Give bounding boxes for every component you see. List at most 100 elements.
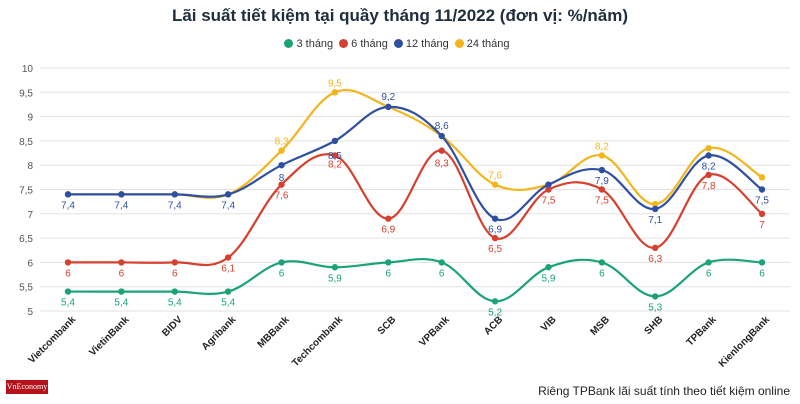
y-tick-label: 10 [22, 64, 34, 75]
data-point [705, 144, 712, 152]
data-label: 7,4 [168, 200, 182, 211]
data-label: 7,5 [755, 196, 769, 207]
data-label: 7,6 [275, 191, 289, 202]
data-label: 5,9 [542, 273, 556, 284]
data-point [652, 205, 659, 213]
data-label: 6 [65, 268, 71, 279]
data-label: 5,4 [221, 298, 235, 309]
data-label: 8 [279, 173, 285, 184]
data-label: 8,2 [595, 141, 609, 152]
data-label: 6,3 [648, 254, 662, 265]
data-point [64, 191, 72, 198]
data-point [385, 103, 392, 111]
data-label: 7,4 [114, 200, 128, 211]
label-layer: 5,4 5,4 5,4 5,4 6 5,9 6 6 5,2 5,9 6 5,3 6 6 6 6 6 6,1 7,6 8… [61, 78, 769, 318]
data-point [171, 288, 178, 295]
series-line [67, 89, 763, 206]
data-label: 7,9 [595, 176, 609, 187]
data-point [331, 89, 339, 96]
y-tick-label: 9 [27, 113, 33, 124]
data-point [331, 137, 339, 145]
data-point [491, 215, 499, 222]
data-label: 8,3 [435, 159, 449, 170]
x-tick-label: KienlongBank [717, 314, 773, 370]
data-point [224, 191, 232, 198]
data-label: 6 [172, 268, 178, 279]
data-point [758, 259, 766, 266]
vneconomy-logo: VnEconomy [6, 380, 48, 394]
legend-item: 12 tháng [393, 38, 449, 50]
data-point [331, 264, 339, 271]
legend-item: 6 tháng [339, 38, 388, 50]
data-label: 7,5 [595, 196, 609, 207]
data-label: 8,3 [275, 137, 289, 148]
data-label: 6,5 [488, 244, 502, 255]
data-point [385, 259, 392, 266]
data-label: 8,2 [702, 161, 716, 172]
x-tick-label: Agribank [200, 314, 239, 353]
data-label: 7,5 [542, 196, 556, 207]
data-label: 6 [119, 268, 125, 279]
data-label: 6 [599, 268, 605, 279]
legend-label: 3 tháng [296, 38, 334, 50]
data-label: 5,9 [328, 273, 342, 284]
data-label: 6 [706, 268, 712, 279]
data-label: 7 [759, 220, 765, 231]
data-label: 8,6 [435, 121, 449, 132]
data-label: 5,4 [114, 298, 128, 309]
data-point [118, 288, 125, 295]
data-point [652, 244, 659, 252]
y-tick-label: 9,5 [19, 88, 33, 99]
data-label: 5,4 [168, 298, 182, 309]
x-tick-label: MSB [588, 314, 612, 338]
data-label: 7,8 [702, 181, 716, 192]
legend-label: 24 tháng [466, 38, 510, 50]
x-tick-label: SCB [376, 314, 399, 337]
data-point [598, 152, 606, 159]
data-label: 9,2 [381, 92, 395, 103]
x-tick-label: VPBank [417, 314, 452, 349]
x-tick-label: SHB [643, 314, 666, 337]
data-point [758, 210, 766, 217]
series-line [67, 257, 763, 303]
data-point [438, 259, 445, 266]
data-point [491, 234, 499, 242]
data-label: 6,1 [221, 264, 235, 275]
x-tick-label: Techcombank [290, 314, 345, 369]
legend-swatch [393, 39, 403, 48]
data-point [652, 200, 659, 208]
x-tick-label: VIB [539, 314, 559, 334]
y-tick-label: 6,5 [19, 234, 33, 245]
data-point [278, 147, 285, 154]
data-point [545, 264, 552, 271]
data-label: 5,2 [488, 307, 502, 318]
data-point [224, 288, 232, 295]
data-point [705, 259, 712, 266]
series-layer [64, 89, 766, 305]
data-label: 8,5 [328, 151, 342, 162]
data-label: 6 [279, 268, 285, 279]
data-point [491, 181, 499, 188]
legend-label: 6 tháng [351, 38, 388, 50]
data-point [331, 152, 339, 159]
data-label: 6,9 [381, 225, 395, 236]
footer-note: Riêng TPBank lãi suất tính theo tiết kiệ… [538, 384, 790, 398]
data-point [758, 186, 766, 193]
legend-swatch [454, 39, 464, 48]
x-tick-label: Vietcombank [26, 314, 78, 366]
data-point [278, 181, 285, 188]
data-point [438, 147, 445, 154]
data-point [598, 166, 606, 174]
data-label: 7,1 [648, 215, 662, 226]
data-point [545, 186, 552, 193]
data-point [545, 181, 552, 188]
data-label: 9,5 [328, 78, 342, 89]
y-tick-label: 7,5 [19, 186, 33, 197]
data-point [171, 259, 178, 266]
data-label: 6 [439, 268, 445, 279]
legend-swatch [284, 39, 294, 48]
y-tick-label: 5,5 [19, 283, 33, 294]
data-label: 7,4 [221, 200, 235, 211]
data-label: 5,4 [61, 298, 75, 309]
data-point [705, 152, 712, 159]
